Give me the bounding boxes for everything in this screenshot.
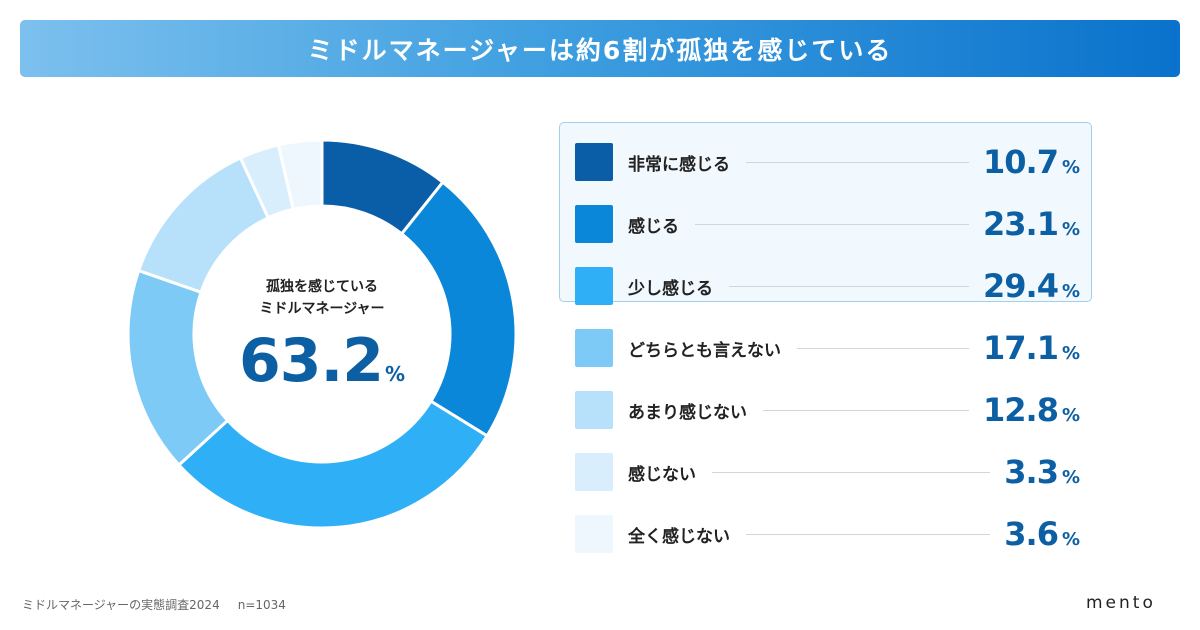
legend-leader-line — [797, 347, 969, 349]
donut-slice-3 — [176, 399, 490, 530]
legend-leader-line — [746, 161, 969, 163]
legend-value-number: 29.4 — [983, 267, 1059, 305]
legend-highlight-box — [559, 122, 1092, 302]
legend-value: 3.3% — [1004, 453, 1080, 491]
legend-row: どちらとも言えない 17.1% — [575, 317, 1080, 379]
legend-leader-line — [746, 533, 991, 535]
legend-swatch — [575, 205, 613, 243]
donut-slice-2 — [399, 180, 518, 438]
legend-value-unit: % — [1061, 157, 1080, 178]
legend-row: 少し感じる 29.4% — [575, 255, 1080, 317]
sample-size: n=1034 — [237, 598, 286, 612]
legend-value: 17.1% — [983, 329, 1080, 367]
legend-leader-line — [729, 285, 969, 287]
legend-label: 全く感じない — [628, 526, 730, 547]
legend-row: 感じない 3.3% — [575, 441, 1080, 503]
legend-value-number: 12.8 — [983, 391, 1059, 429]
legend-value-unit: % — [1061, 219, 1080, 240]
center-value: 63.2% — [222, 326, 422, 396]
legend-label: 感じない — [628, 464, 696, 485]
legend-value: 10.7% — [983, 143, 1080, 181]
legend-leader-line — [695, 223, 969, 225]
center-label-line2: ミドルマネージャー — [259, 301, 385, 317]
chart-title: ミドルマネージャーは約6割が孤独を感じている — [307, 35, 893, 65]
legend-swatch — [575, 453, 613, 491]
legend-value-number: 3.6 — [1004, 515, 1059, 553]
footer-source: ミドルマネージャーの実態調査2024 n=1034 — [22, 596, 286, 613]
center-label-line1: 孤独を感じている — [266, 279, 378, 295]
legend-leader-line — [712, 471, 991, 473]
legend-swatch — [575, 143, 613, 181]
legend-row: 全く感じない 3.6% — [575, 503, 1080, 565]
title-banner: ミドルマネージャーは約6割が孤独を感じている — [20, 20, 1180, 77]
center-value-number: 63.2 — [238, 326, 384, 396]
legend-value-unit: % — [1061, 281, 1080, 302]
legend-row: 感じる 23.1% — [575, 193, 1080, 255]
donut-chart — [126, 138, 518, 530]
legend-value-number: 17.1 — [983, 329, 1059, 367]
donut-center: 孤独を感じている ミドルマネージャー 63.2% — [222, 276, 422, 396]
brand-logo: mento — [1086, 593, 1156, 613]
legend-label: 少し感じる — [628, 278, 713, 299]
legend-swatch — [575, 391, 613, 429]
legend: 非常に感じる 10.7% 感じる 23.1% 少し感じる 29.4% どちらとも言えない 17… — [575, 131, 1080, 565]
legend-value: 29.4% — [983, 267, 1080, 305]
legend-value-unit: % — [1061, 343, 1080, 364]
legend-value: 23.1% — [983, 205, 1080, 243]
legend-label: 感じる — [628, 216, 679, 237]
legend-swatch — [575, 267, 613, 305]
legend-label: 非常に感じる — [628, 154, 730, 175]
donut-slice-7 — [276, 138, 324, 212]
donut-slice-4 — [126, 268, 230, 468]
legend-row: 非常に感じる 10.7% — [575, 131, 1080, 193]
legend-value-number: 3.3 — [1004, 453, 1059, 491]
legend-value-number: 23.1 — [983, 205, 1059, 243]
legend-row: あまり感じない 12.8% — [575, 379, 1080, 441]
legend-value: 3.6% — [1004, 515, 1080, 553]
legend-label: あまり感じない — [628, 402, 747, 423]
legend-swatch — [575, 515, 613, 553]
legend-value-unit: % — [1061, 467, 1080, 488]
legend-value: 12.8% — [983, 391, 1080, 429]
legend-label: どちらとも言えない — [628, 340, 781, 361]
legend-swatch — [575, 329, 613, 367]
legend-leader-line — [763, 409, 969, 411]
center-value-unit: % — [385, 362, 406, 386]
source-text: ミドルマネージャーの実態調査2024 — [22, 598, 220, 612]
legend-value-unit: % — [1061, 529, 1080, 550]
legend-value-number: 10.7 — [983, 143, 1059, 181]
legend-value-unit: % — [1061, 405, 1080, 426]
